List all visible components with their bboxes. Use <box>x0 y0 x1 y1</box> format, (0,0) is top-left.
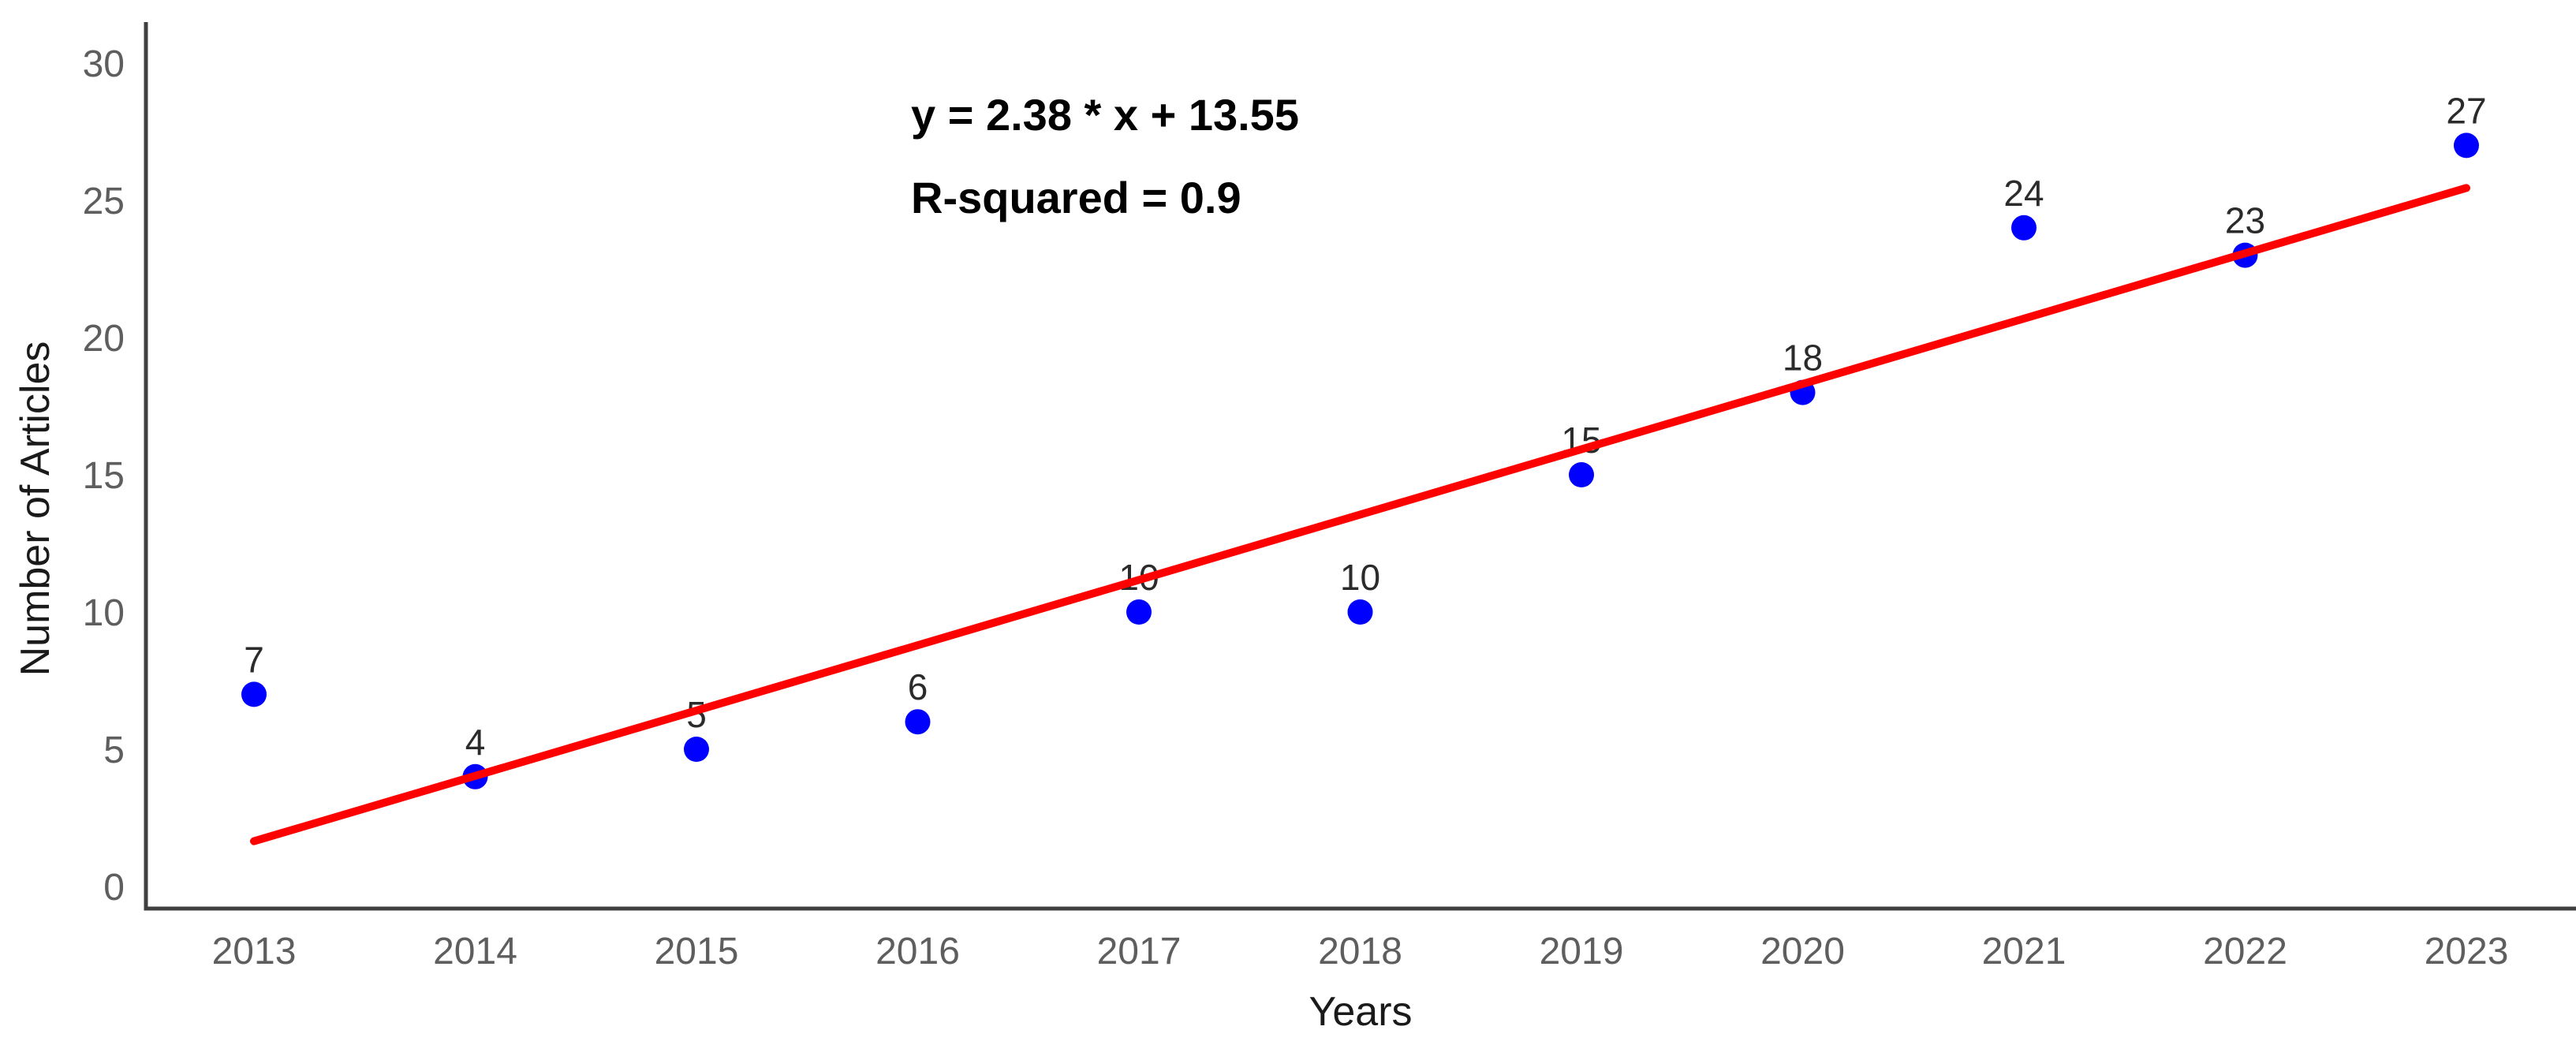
data-point <box>241 681 267 707</box>
y-tick-label: 20 <box>83 318 125 360</box>
point-label: 10 <box>1340 557 1380 598</box>
y-tick-label: 0 <box>103 867 125 909</box>
data-point <box>2011 215 2037 241</box>
data-point <box>1347 599 1373 625</box>
x-axis-tick-labels: 2013 2014 2015 2016 2017 2018 2019 2020 2021 2022… <box>212 931 2509 972</box>
x-tick-label: 2015 <box>655 931 739 972</box>
point-label: 6 <box>908 666 928 707</box>
x-tick-label: 2017 <box>1097 931 1182 972</box>
point-label: 27 <box>2446 90 2486 131</box>
point-label: 23 <box>2225 200 2265 241</box>
y-tick-label: 25 <box>83 181 125 222</box>
trend-line-group <box>250 184 2470 845</box>
x-tick-label: 2018 <box>1318 931 1402 972</box>
x-tick-label: 2013 <box>212 931 297 972</box>
data-point <box>684 737 709 762</box>
data-point <box>905 709 931 735</box>
x-tick-label: 2016 <box>875 931 960 972</box>
x-tick-label: 2019 <box>1540 931 1624 972</box>
y-tick-label: 5 <box>103 730 125 771</box>
point-label: 18 <box>1783 338 1823 379</box>
data-points <box>241 132 2479 789</box>
point-label: 24 <box>2003 173 2044 214</box>
y-tick-label: 30 <box>83 43 125 85</box>
x-tick-label: 2022 <box>2203 931 2287 972</box>
point-label: 7 <box>244 639 264 680</box>
y-tick-label: 15 <box>83 455 125 497</box>
data-point <box>2454 132 2479 159</box>
point-label: 4 <box>465 722 486 763</box>
y-tick-label: 10 <box>83 592 125 634</box>
x-tick-label: 2021 <box>1982 931 2066 972</box>
y-axis-title: Number of Articles <box>13 341 58 677</box>
r-squared-annotation: R-squared = 0.9 <box>911 173 1241 222</box>
x-axis-title: Years <box>1309 989 1412 1035</box>
x-tick-label: 2020 <box>1760 931 1845 972</box>
trend-line <box>250 184 2470 845</box>
data-point <box>1126 599 1152 625</box>
equation-annotation: y = 2.38 * x + 13.55 <box>911 90 1299 140</box>
x-tick-label: 2014 <box>433 931 517 972</box>
y-axis-tick-labels: 0 5 10 15 20 25 30 <box>83 43 125 909</box>
data-point-labels: 745610101518242327 <box>244 90 2486 762</box>
data-point <box>1569 462 1594 487</box>
x-tick-label: 2023 <box>2425 931 2509 972</box>
